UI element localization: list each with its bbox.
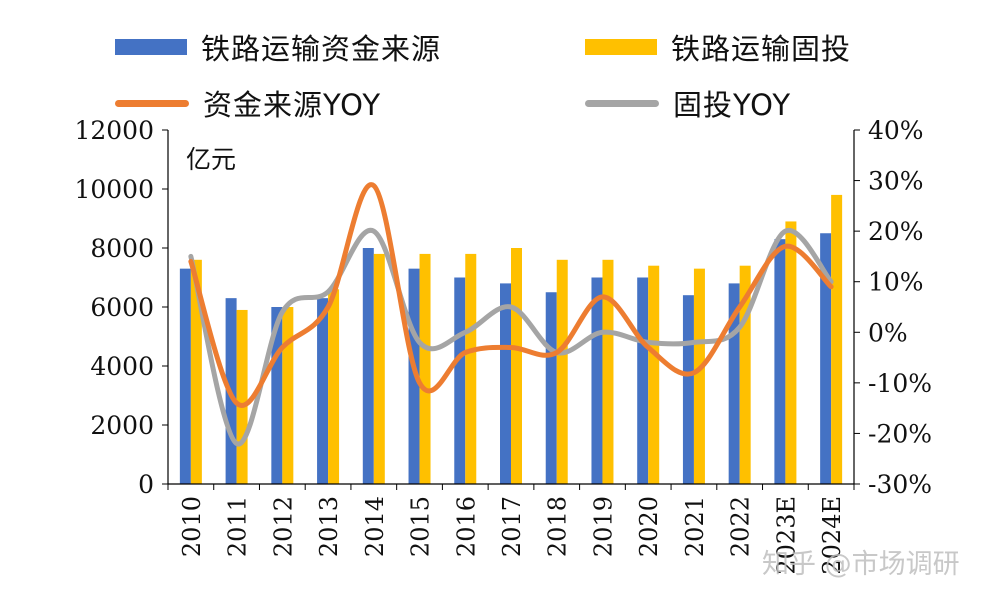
x-tick-label: 2014: [361, 496, 389, 557]
bar-funding: [774, 239, 786, 484]
bar-investment: [602, 259, 614, 484]
bar-funding: [637, 277, 649, 484]
line-funding-yoy: [188, 182, 834, 408]
y-left-tick-label: 2000: [90, 411, 154, 440]
legend-label-investment: 铁路运输固投: [671, 32, 852, 66]
x-tick-label: 2017: [498, 496, 526, 557]
x-tick-label: 2024E: [818, 496, 846, 575]
y-left-tick-label: 10000: [74, 175, 154, 204]
y-left-tick-label: 6000: [90, 293, 154, 322]
x-tick-label: 2015: [407, 496, 435, 557]
bar-investment: [328, 289, 340, 484]
bar-investment: [373, 253, 385, 484]
bar-investment: [556, 259, 568, 484]
x-tick-label: 2023E: [772, 496, 800, 575]
legend-label-funding: 铁路运输资金来源: [201, 32, 442, 66]
y-right-tick-label: 20%: [868, 217, 924, 246]
x-tick-label: 2016: [452, 496, 480, 557]
bar-investment: [190, 259, 202, 484]
legend-swatch-investment: [585, 39, 657, 55]
bar-funding: [682, 295, 694, 484]
bar-investment: [785, 221, 797, 484]
bar-funding: [317, 298, 329, 484]
bar-investment: [236, 309, 248, 484]
bar-investment: [511, 248, 522, 484]
legend-item-funding-yoy: 资金来源YOY: [115, 82, 381, 124]
bar-investment: [419, 253, 431, 484]
legend-label-funding-yoy: 资金来源YOY: [203, 88, 382, 122]
bar-funding: [362, 248, 374, 484]
x-tick-label: 2011: [224, 496, 252, 557]
bar-funding: [408, 268, 420, 484]
legend-item-funding: 铁路运输资金来源: [115, 26, 441, 68]
line-investment-yoy: [188, 227, 834, 447]
unit-label: 亿元: [186, 145, 237, 174]
bar-investment: [465, 253, 477, 484]
watermark: 知乎 @市场调研: [762, 549, 960, 580]
bar-investment: [739, 265, 751, 484]
bar-investment: [831, 194, 843, 484]
bar-funding: [728, 283, 740, 484]
legend-item-investment-yoy: 固投YOY: [585, 82, 791, 124]
legend: 铁路运输资金来源 铁路运输固投 资金来源YOY 固投YOY: [0, 0, 1000, 130]
bar-funding: [820, 233, 832, 484]
y-right-tick-label: 10%: [868, 268, 924, 297]
bar-funding: [271, 307, 283, 484]
bar-funding: [454, 277, 466, 484]
y-right-tick-label: 30%: [868, 167, 924, 196]
x-tick-label: 2013: [315, 496, 343, 557]
y-right-tick-label: 40%: [868, 116, 924, 145]
legend-swatch-investment-yoy: [585, 99, 659, 107]
bar-funding: [591, 277, 603, 484]
bar-investment: [282, 307, 294, 484]
bar-funding: [500, 283, 511, 484]
legend-item-investment: 铁路运输固投: [585, 26, 851, 68]
bar-investment: [693, 268, 705, 484]
y-right-tick-label: -30%: [868, 470, 932, 499]
y-left-tick-label: 0: [138, 470, 154, 499]
x-tick-label: 2010: [178, 496, 206, 557]
x-tick-label: 2021: [681, 496, 709, 557]
x-tick-label: 2012: [269, 496, 297, 557]
x-tick-label: 2020: [635, 496, 663, 557]
bar-funding: [179, 268, 191, 484]
legend-swatch-funding: [115, 39, 187, 55]
y-right-tick-label: -20%: [868, 419, 932, 448]
bar-investment: [648, 265, 660, 484]
x-tick-label: 2018: [544, 496, 572, 557]
x-tick-label: 2022: [727, 496, 755, 557]
y-right-tick-label: 0%: [868, 318, 908, 347]
legend-label-investment-yoy: 固投YOY: [673, 88, 792, 122]
bar-funding: [545, 292, 557, 484]
y-left-tick-label: 8000: [90, 234, 154, 263]
y-left-tick-label: 12000: [74, 116, 154, 145]
y-left-tick-label: 4000: [90, 352, 154, 381]
legend-swatch-funding-yoy: [115, 99, 189, 107]
y-right-tick-label: -10%: [868, 369, 932, 398]
x-tick-label: 2019: [589, 496, 617, 557]
